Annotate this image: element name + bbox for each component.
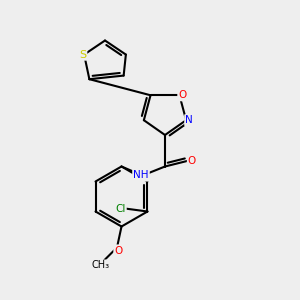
Text: O: O xyxy=(178,90,187,100)
Text: S: S xyxy=(79,50,86,60)
Text: NH: NH xyxy=(133,170,149,181)
Text: O: O xyxy=(114,245,123,256)
Text: N: N xyxy=(185,115,193,125)
Text: O: O xyxy=(188,155,196,166)
Text: Cl: Cl xyxy=(115,203,126,214)
Text: CH₃: CH₃ xyxy=(92,260,110,271)
